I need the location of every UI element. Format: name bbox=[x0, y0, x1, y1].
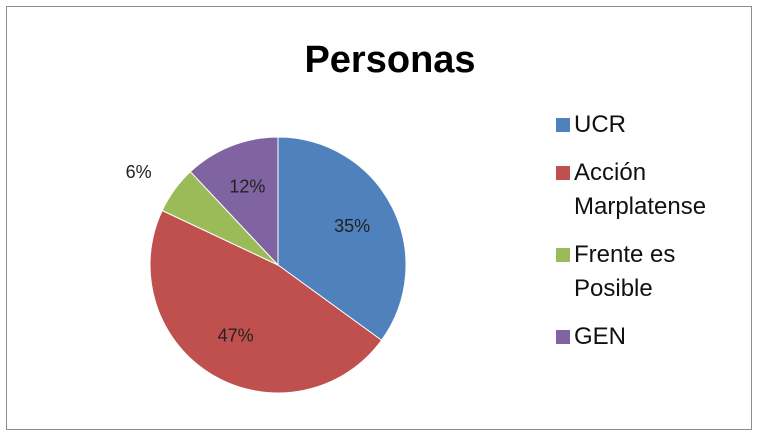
legend-label: GEN bbox=[574, 323, 627, 350]
legend-entry: Acción Marplatense bbox=[556, 156, 746, 224]
chart-frame bbox=[6, 6, 752, 430]
pie-slice bbox=[149, 209, 383, 394]
data-label: 12% bbox=[229, 176, 265, 196]
legend-label: Acción Marplatense bbox=[574, 159, 707, 220]
pie-slice bbox=[189, 136, 279, 267]
legend-label: Frente es Posible bbox=[574, 241, 676, 302]
data-label: 47% bbox=[218, 325, 254, 345]
pie-slice bbox=[277, 136, 407, 341]
legend-entry: UCR bbox=[556, 108, 746, 142]
legend-label: UCR bbox=[574, 111, 626, 138]
legend-entry: GEN bbox=[556, 320, 746, 354]
legend-entry: Frente es Posible bbox=[556, 238, 746, 306]
legend-swatch bbox=[556, 166, 570, 180]
legend-swatch bbox=[556, 330, 570, 344]
chart-title: Personas bbox=[304, 39, 475, 81]
legend-swatch bbox=[556, 118, 570, 132]
legend: UCR Acción Marplatense Frente es Posible GE… bbox=[556, 108, 746, 368]
data-label: 6% bbox=[126, 162, 152, 182]
data-label: 35% bbox=[334, 216, 370, 236]
legend-swatch bbox=[556, 248, 570, 262]
